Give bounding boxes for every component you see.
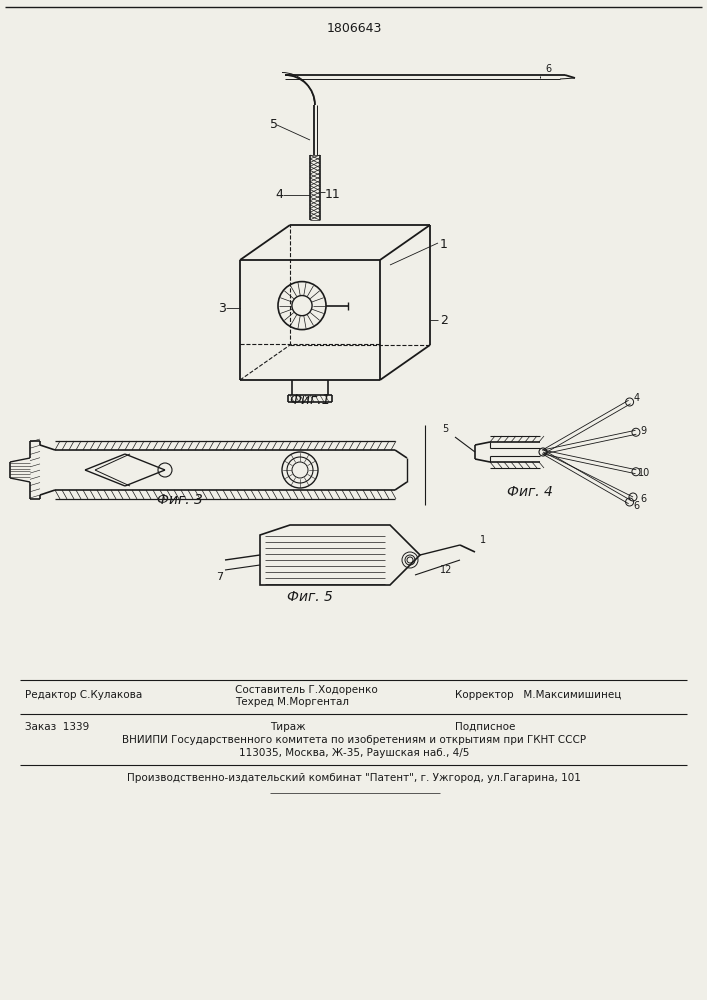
Text: 1: 1 — [480, 535, 486, 545]
Text: 5: 5 — [270, 118, 278, 131]
Text: 4: 4 — [275, 188, 283, 202]
Text: 1: 1 — [440, 238, 448, 251]
Text: 10: 10 — [638, 468, 650, 478]
Text: 4: 4 — [633, 393, 640, 403]
Text: 12: 12 — [440, 565, 452, 575]
Text: 6: 6 — [640, 494, 646, 504]
Text: Подписное: Подписное — [455, 722, 515, 732]
Text: Фиг. 5: Фиг. 5 — [287, 590, 333, 604]
Text: Редактор С.Кулакова: Редактор С.Кулакова — [25, 690, 142, 700]
Text: Фиг. 3: Фиг. 3 — [157, 493, 203, 507]
Text: ВНИИПИ Государственного комитета по изобретениям и открытиям при ГКНТ СССР: ВНИИПИ Государственного комитета по изоб… — [122, 735, 586, 745]
Text: Составитель Г.Ходоренко: Составитель Г.Ходоренко — [235, 685, 378, 695]
Text: Фиг. 4: Фиг. 4 — [507, 485, 553, 499]
Text: Корректор   М.Максимишинец: Корректор М.Максимишинец — [455, 690, 621, 700]
Text: Техред М.Моргентал: Техред М.Моргентал — [235, 697, 349, 707]
Text: 6: 6 — [633, 501, 640, 511]
Text: 6: 6 — [545, 64, 551, 74]
Text: 7: 7 — [216, 572, 223, 582]
Text: 2: 2 — [440, 314, 448, 326]
Text: 5: 5 — [442, 424, 448, 434]
Text: 3: 3 — [218, 302, 226, 314]
Text: Фиг.1: Фиг.1 — [289, 393, 331, 407]
Text: 1806643: 1806643 — [327, 21, 382, 34]
Text: Производственно-издательский комбинат "Патент", г. Ужгород, ул.Гагарина, 101: Производственно-издательский комбинат "П… — [127, 773, 581, 783]
Text: Заказ  1339: Заказ 1339 — [25, 722, 89, 732]
Text: 9: 9 — [641, 426, 647, 436]
Text: 11: 11 — [325, 188, 341, 202]
Text: 113035, Москва, Ж-35, Раушская наб., 4/5: 113035, Москва, Ж-35, Раушская наб., 4/5 — [239, 748, 469, 758]
Text: Тираж: Тираж — [270, 722, 305, 732]
